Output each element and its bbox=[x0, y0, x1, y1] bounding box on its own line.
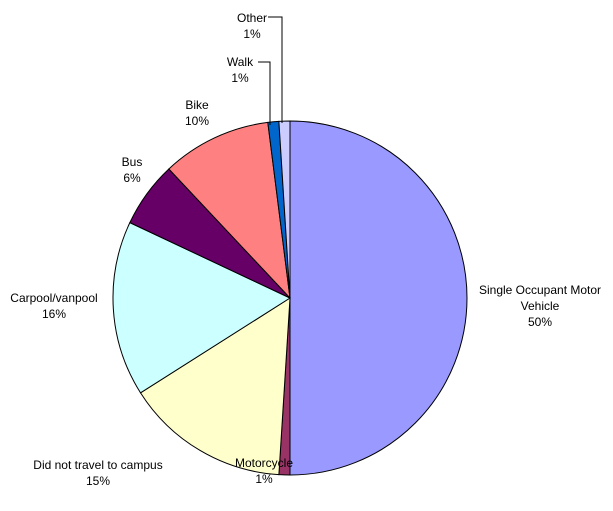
label-name: Bus bbox=[121, 155, 143, 169]
label-name: Motorcycle bbox=[234, 456, 293, 470]
label-name: Did not travel to campus bbox=[33, 458, 163, 472]
label-value: 15% bbox=[85, 474, 111, 488]
label-value: 10% bbox=[184, 114, 210, 128]
label-name: Carpool/vanpool bbox=[10, 291, 98, 305]
pie-slice bbox=[168, 121, 291, 300]
label-value: 16% bbox=[41, 307, 67, 321]
slice-label: Bus 6% bbox=[92, 154, 172, 186]
slice-label: Single Occupant Motor Vehicle 50% bbox=[465, 282, 613, 330]
label-name: Single Occupant Motor Vehicle bbox=[478, 283, 602, 313]
leader-line bbox=[258, 61, 271, 125]
label-value: 6% bbox=[123, 171, 141, 185]
pie-slice bbox=[289, 120, 468, 476]
pie-slice bbox=[278, 120, 291, 299]
label-value: 1% bbox=[231, 71, 249, 85]
slice-label: Motorcycle 1% bbox=[204, 455, 324, 487]
label-name: Walk bbox=[226, 55, 254, 69]
slice-label: Other 1% bbox=[212, 10, 292, 42]
slice-label: Carpool/vanpool 16% bbox=[0, 290, 114, 322]
slice-label: Bike 10% bbox=[157, 97, 237, 129]
label-name: Other bbox=[236, 11, 267, 25]
label-value: 50% bbox=[527, 315, 553, 329]
pie-slice bbox=[112, 221, 292, 394]
pie-slice bbox=[139, 297, 291, 476]
leader-line bbox=[268, 16, 283, 123]
slice-label: Did not travel to campus 15% bbox=[0, 457, 198, 489]
label-value: 1% bbox=[243, 27, 261, 41]
label-name: Bike bbox=[185, 98, 209, 112]
slice-label: Walk 1% bbox=[200, 54, 280, 86]
label-value: 1% bbox=[255, 472, 273, 486]
